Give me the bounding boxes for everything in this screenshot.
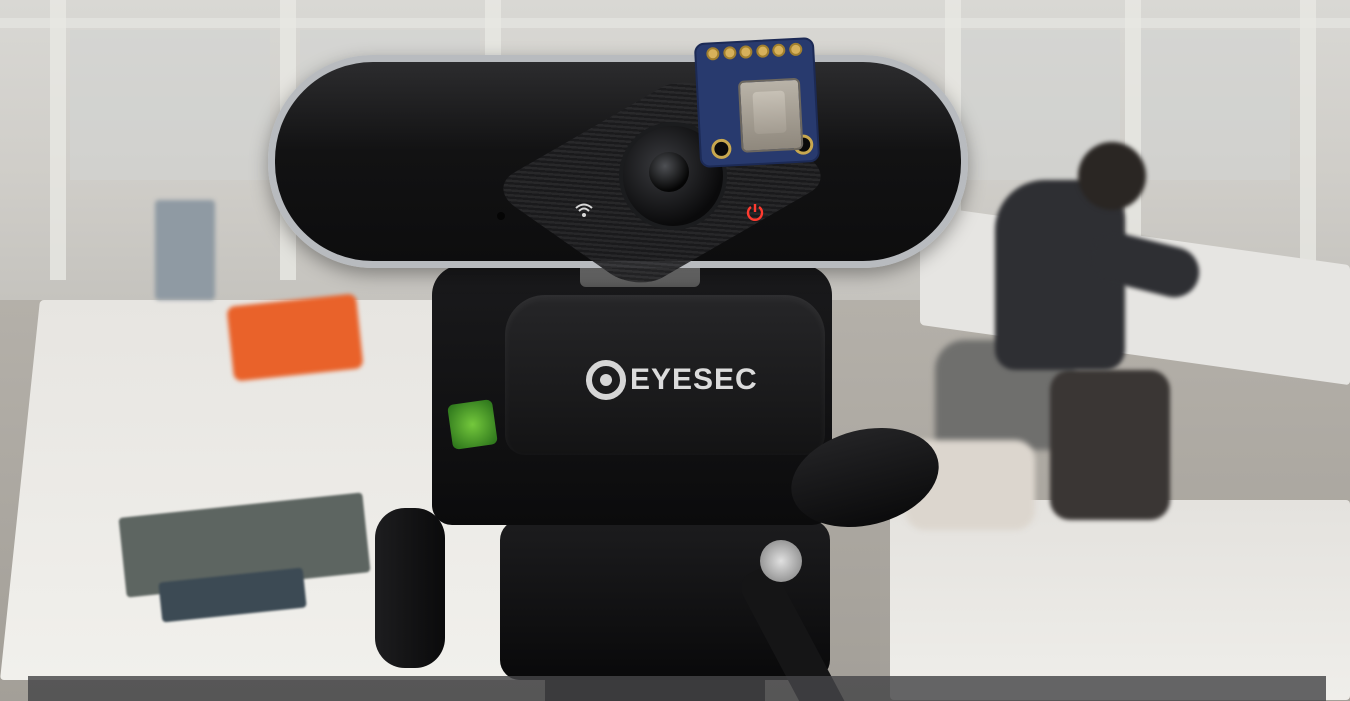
pin	[739, 45, 753, 59]
gray-device	[155, 200, 215, 300]
tripod-bolt	[760, 540, 802, 582]
thermal-sensor-chip	[737, 77, 804, 153]
window-pane	[1140, 30, 1290, 180]
window-frame-horizontal	[0, 18, 1350, 28]
pin	[722, 46, 737, 60]
header-pins	[706, 42, 803, 61]
window-pane	[70, 30, 270, 180]
pin	[706, 46, 720, 61]
person-head	[1078, 142, 1146, 210]
lens-glass	[649, 152, 689, 192]
person-legs	[1050, 370, 1170, 520]
right-table	[890, 500, 1350, 700]
orange-object	[226, 293, 364, 382]
caption-bar	[28, 676, 1326, 701]
pin	[772, 43, 787, 58]
power-icon	[745, 202, 765, 226]
window-frame-vertical	[1300, 0, 1316, 280]
tripod-knob-left	[375, 508, 445, 668]
brand-logo-icon	[586, 360, 626, 400]
mount-hole	[710, 138, 732, 160]
wifi-icon	[575, 202, 593, 221]
pin	[755, 44, 770, 58]
brand-logo-text: EYESEC	[630, 363, 758, 396]
brand-logo: EYESEC	[586, 360, 758, 400]
window-frame-vertical	[1125, 0, 1141, 280]
webcam-body	[268, 55, 968, 293]
sensor-window	[752, 90, 787, 135]
pin	[788, 42, 803, 57]
bubble-level	[447, 399, 498, 450]
window-frame-vertical	[50, 0, 66, 280]
mount-plate	[505, 295, 825, 455]
microphone-icon	[497, 212, 505, 220]
sensor-board	[693, 36, 821, 169]
